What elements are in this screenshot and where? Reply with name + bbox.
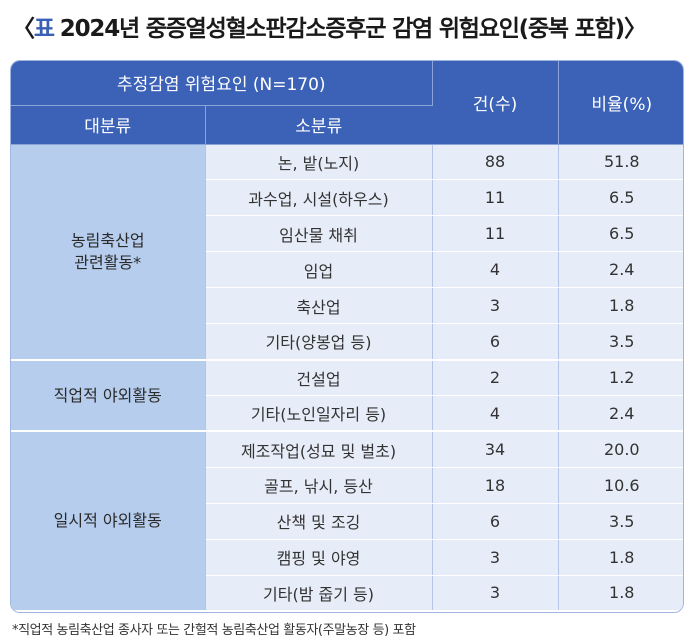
title-open-bracket: 〈 (12, 16, 35, 42)
ratio-cell: 51.8 (558, 144, 683, 181)
minor-category-cell: 임업 (205, 251, 433, 289)
count-cell: 3 (432, 539, 559, 576)
table-row: 산책 및 조깅 6 3.5 (11, 503, 683, 540)
count-cell: 3 (432, 575, 559, 612)
header-major-category: 대분류 (11, 105, 206, 145)
table-row: 캠핑 및 야영 3 1.8 (11, 539, 683, 576)
major-category-cell: 직업적 야외활동 (11, 359, 206, 433)
ratio-cell: 3.5 (558, 323, 683, 361)
title-text: 2024년 중증열성혈소판감소증후군 감염 위험요인(중복 포함) (59, 16, 625, 42)
table-row: 임업 4 2.4 (11, 251, 683, 289)
ratio-cell: 10.6 (558, 467, 683, 504)
minor-category-cell: 기타(양봉업 등) (205, 323, 433, 361)
count-cell: 11 (432, 215, 559, 253)
count-cell: 34 (432, 431, 559, 468)
table-row: 과수업, 시설(하우스) 11 6.5 (11, 179, 683, 217)
minor-category-cell: 산책 및 조깅 (205, 503, 433, 540)
minor-category-cell: 과수업, 시설(하우스) (205, 179, 433, 217)
header-estimated-risk: 추정감염 위험요인 (N=170) (11, 61, 433, 106)
major-category-cell: 일시적 야외활동 (11, 431, 206, 612)
table-row: 일시적 야외활동 제조작업(성묘 및 벌초) 34 20.0 (11, 431, 683, 612)
title-close-bracket: 〉 (623, 16, 647, 42)
minor-category-cell: 축산업 (205, 287, 433, 325)
ratio-cell: 3.5 (558, 503, 683, 540)
header-minor-category: 소분류 (205, 105, 433, 145)
title-label: 표 (33, 16, 55, 42)
table-row: 골프, 낚시, 등산 18 10.6 (11, 467, 683, 504)
count-cell: 88 (432, 144, 559, 181)
minor-category-cell: 기타(노인일자리 등) (205, 395, 433, 433)
ratio-cell: 2.4 (558, 395, 683, 433)
count-cell: 11 (432, 179, 559, 217)
ratio-cell: 1.8 (558, 575, 683, 612)
count-cell: 4 (432, 395, 559, 433)
table-body: 농림축산업 관련활동* 논, 밭(노지) 88 51.8 과수업, 시설(하우스) 11 6… (11, 144, 683, 612)
count-cell: 4 (432, 251, 559, 289)
ratio-cell: 1.8 (558, 539, 683, 576)
ratio-cell: 1.2 (558, 359, 683, 396)
table-title: 〈 표 2024년 중증열성혈소판감소증후군 감염 위험요인(중복 포함) 〉 (12, 6, 647, 46)
footnote: *직업적 농림축산업 종사자 또는 간헐적 농림축산업 활동자(주말농장 등) … (12, 623, 416, 638)
header-ratio: 비율(%) (558, 61, 683, 145)
minor-category-cell: 제조작업(성묘 및 벌초) (205, 431, 433, 468)
count-cell: 3 (432, 287, 559, 325)
table-row: 기타(밤 줍기 등) 3 1.8 (11, 575, 683, 612)
count-cell: 18 (432, 467, 559, 504)
table-row: 농림축산업 관련활동* 논, 밭(노지) 88 51.8 (11, 144, 683, 361)
count-cell: 6 (432, 323, 559, 361)
table-row: 직업적 야외활동 건설업 2 1.2 (11, 359, 683, 433)
count-cell: 2 (432, 359, 559, 396)
minor-category-cell: 캠핑 및 야영 (205, 539, 433, 576)
ratio-cell: 1.8 (558, 287, 683, 325)
minor-category-cell: 골프, 낚시, 등산 (205, 467, 433, 504)
header-count: 건(수) (432, 61, 559, 145)
major-category-cell: 농림축산업 관련활동* (11, 144, 206, 361)
minor-category-cell: 임산물 채취 (205, 215, 433, 253)
table-row: 임산물 채취 11 6.5 (11, 215, 683, 253)
ratio-cell: 6.5 (558, 179, 683, 217)
table-row: 기타(양봉업 등) 6 3.5 (11, 323, 683, 361)
ratio-cell: 6.5 (558, 215, 683, 253)
count-cell: 6 (432, 503, 559, 540)
minor-category-cell: 기타(밤 줍기 등) (205, 575, 433, 612)
minor-category-cell: 논, 밭(노지) (205, 144, 433, 181)
table-row: 축산업 3 1.8 (11, 287, 683, 325)
ratio-cell: 20.0 (558, 431, 683, 468)
ratio-cell: 2.4 (558, 251, 683, 289)
minor-category-cell: 건설업 (205, 359, 433, 396)
risk-factor-table: 추정감염 위험요인 (N=170) 건(수) 비율(%) 대분류 소분류 농림축… (10, 60, 684, 613)
table-row: 기타(노인일자리 등) 4 2.4 (11, 395, 683, 433)
